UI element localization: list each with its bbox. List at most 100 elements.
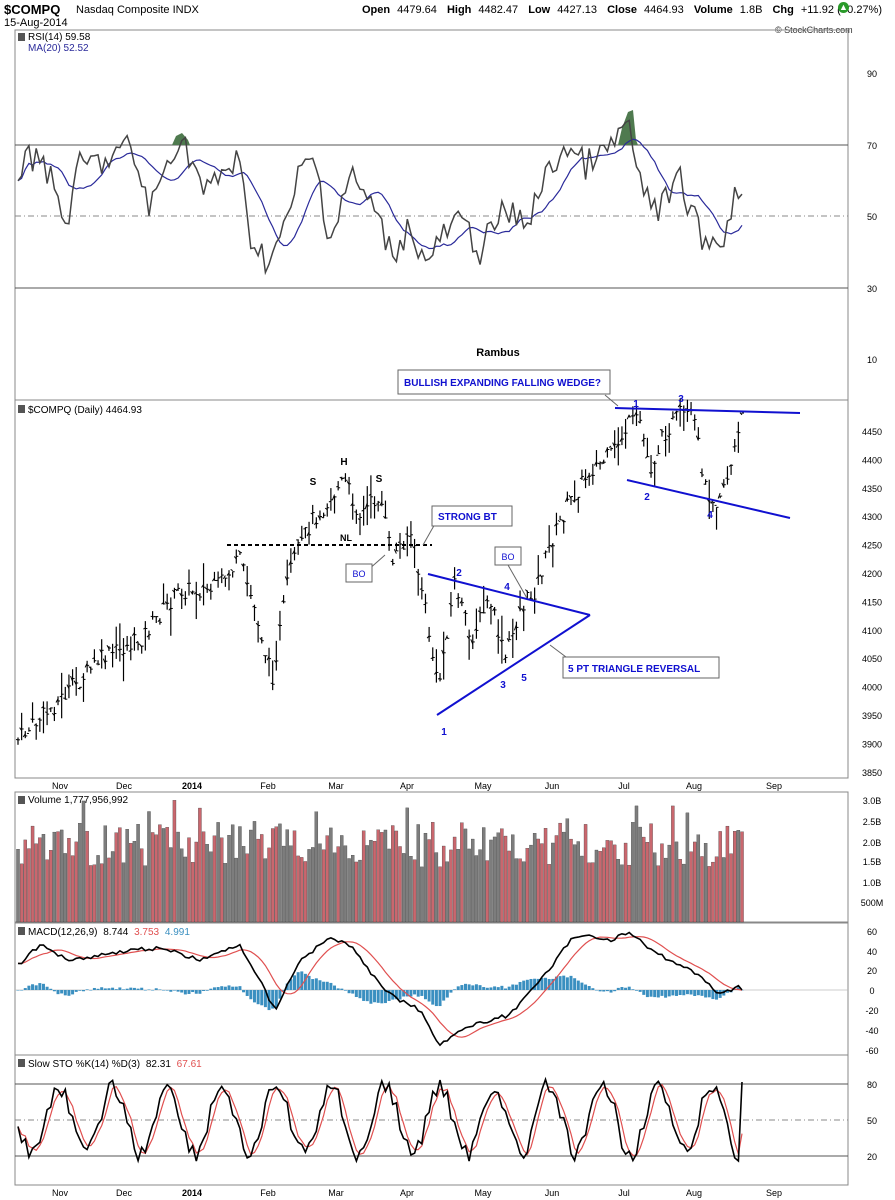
price-bar-open-tick [645, 455, 648, 459]
price-tick-5: 4200 [862, 569, 882, 579]
volume-bar [292, 830, 297, 923]
macd-hist-bar [129, 987, 133, 990]
volume-bar [169, 847, 173, 923]
volume-bar [602, 847, 606, 923]
xaxis-label-feb-bottom: Feb [260, 1188, 276, 1198]
macd-hist-bar [354, 990, 358, 998]
macd-hist-bar [238, 986, 242, 990]
rsi-tick-1: 70 [867, 141, 877, 151]
macd-hist-bar [216, 987, 220, 990]
volume-bar [409, 856, 413, 923]
volume-bar [234, 857, 238, 923]
volume-bar [674, 841, 679, 923]
price-bar-open-tick [626, 414, 630, 420]
macd-hist-bar [191, 990, 195, 993]
price-panel [14, 399, 849, 779]
price-tick-6: 4150 [862, 597, 882, 607]
macd-hist-bar [333, 985, 337, 990]
macd-hist-bar [387, 990, 391, 1001]
macd-hist-bar [649, 990, 653, 997]
volume-bar [711, 861, 715, 923]
volume-bar [616, 859, 620, 923]
macd-hist-bar [212, 987, 216, 990]
tri-pt-4: 4 [504, 582, 510, 593]
macd-hist-bar [715, 990, 719, 1000]
volume-bar [114, 832, 118, 923]
macd-hist-bar [227, 985, 231, 990]
price-bar-open-tick [55, 698, 59, 703]
macd-hist-bar [605, 990, 609, 992]
volume-bar [176, 831, 180, 923]
macd-hist-bar [111, 987, 115, 990]
price-bar-open-tick [110, 651, 113, 654]
volume-bar [525, 848, 530, 923]
macd-hist-bar [693, 990, 697, 996]
volume-bar [391, 825, 395, 923]
macd-hist-bar [329, 982, 333, 990]
price-bar-open-tick [463, 611, 466, 614]
macd-hist-bar [533, 978, 537, 990]
price-bar-open-tick [586, 474, 590, 479]
volume-bar [70, 855, 75, 923]
macd-hist-bar [107, 988, 111, 990]
volume-bar [587, 862, 591, 923]
price-bars [15, 398, 744, 745]
volume-bar [143, 865, 148, 923]
macd-hist-bar [231, 986, 235, 990]
volume-bar [412, 859, 417, 923]
price-bar-open-tick [601, 460, 605, 465]
macd-hist-bar [736, 987, 740, 990]
macd-hist-bar [81, 990, 85, 992]
price-bar-open-tick [484, 598, 488, 602]
wedge-pt-4: 4 [707, 510, 713, 521]
price-bar-open-tick [597, 462, 601, 465]
volume-bar [336, 846, 340, 923]
price-bar-open-tick [717, 492, 721, 499]
triangle-callout: 5 PT TRIANGLE REVERSAL [549, 644, 720, 679]
price-bar-open-tick [524, 589, 528, 592]
macd-hist-bar [89, 990, 93, 991]
price-bar-open-tick [117, 648, 121, 651]
volume-bar [325, 835, 329, 923]
volume-bar [631, 822, 635, 923]
price-bar-open-tick [139, 643, 143, 648]
wedge-label: BULLISH EXPANDING FALLING WEDGE? [404, 378, 601, 389]
volume-bar [205, 844, 209, 923]
price-bar-open-tick [641, 438, 645, 442]
low-value: 4427.13 [557, 4, 597, 16]
macd-tick-1: 40 [867, 947, 877, 957]
xaxis-label-jun-top: Jun [545, 781, 560, 791]
price-bar-open-tick [590, 474, 594, 477]
volume-bar [125, 829, 129, 923]
volume-bar [685, 812, 690, 923]
price-bar-open-tick [233, 556, 237, 560]
volume-bar [285, 829, 289, 923]
xaxis-label-may-top: May [474, 781, 492, 791]
volume-bar [209, 851, 213, 923]
macd-hist-bar [409, 990, 413, 997]
macd-hist-bar [274, 990, 278, 1008]
price-bar-open-tick [677, 403, 681, 408]
price-bar-open-tick [212, 577, 215, 582]
price-bar-open-tick [22, 733, 26, 738]
macd-legend-prefix: MACD(12,26,9) [28, 927, 97, 938]
macd-tick-5: -40 [865, 1026, 878, 1036]
volume-bar [558, 822, 562, 923]
volume-bar [671, 805, 675, 923]
volume-bar [529, 844, 533, 923]
volume-bar [311, 847, 315, 923]
macd-hist-bar [242, 990, 246, 993]
macd-hist-bar [34, 985, 38, 990]
rsi-legend-1: RSI(14) 59.58 [28, 32, 91, 43]
volume-bar [165, 827, 169, 923]
price-bar-open-tick [288, 560, 292, 566]
volume-bars [16, 800, 744, 923]
price-bar-open-tick [506, 637, 510, 643]
volume-bar [554, 835, 559, 923]
macd-tick-2: 20 [867, 966, 877, 976]
volume-bar [514, 858, 519, 923]
macd-hist-bar [383, 990, 387, 1004]
macd-hist-bar [427, 990, 431, 1002]
macd-hist-bar [660, 990, 664, 996]
price-bar-open-tick [554, 523, 557, 527]
